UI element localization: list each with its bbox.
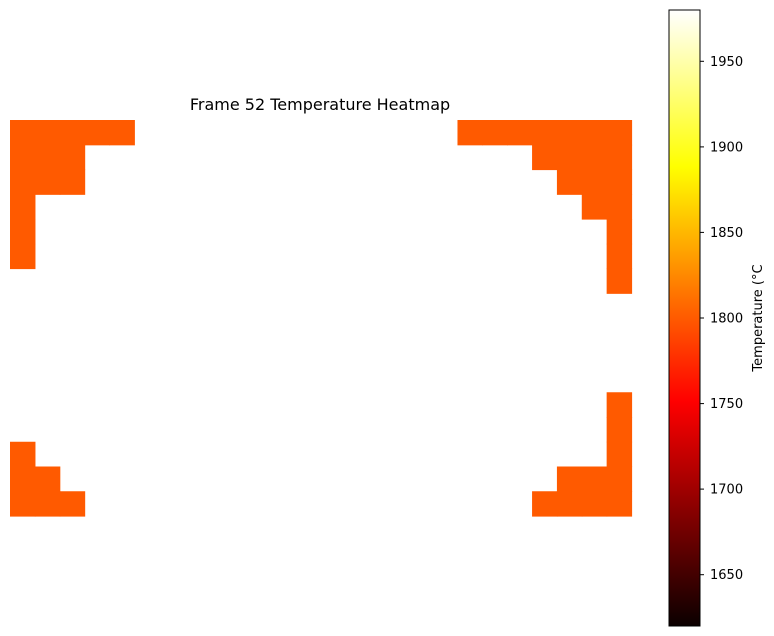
heatmap-cell xyxy=(10,441,36,468)
heatmap-cell xyxy=(606,243,633,270)
heatmap-cell xyxy=(532,144,558,171)
heatmap-cell xyxy=(581,466,608,492)
heatmap-cell xyxy=(10,144,36,171)
heatmap-cell xyxy=(10,491,36,517)
heatmap-cell xyxy=(606,392,633,418)
heatmap-cell xyxy=(581,120,608,146)
colorbar-tick-label: 1900 xyxy=(710,140,743,155)
heatmap-cell xyxy=(109,120,135,146)
heatmap-cell xyxy=(606,144,633,171)
heatmap-cell xyxy=(606,417,633,443)
heatmap-cell xyxy=(581,144,608,171)
heatmap-cell xyxy=(34,144,61,171)
heatmap-cell xyxy=(34,491,61,517)
heatmap-cell xyxy=(606,169,633,195)
colorbar-tick-label: 1950 xyxy=(710,55,743,70)
heatmap-cell xyxy=(10,169,36,195)
heatmap-cell xyxy=(59,120,86,146)
colorbar: 1650 1700 1750 1800 1850 1900 1950 Temperature… xyxy=(668,9,766,627)
heatmap-cell xyxy=(606,466,633,492)
colorbar-tick-label: 1850 xyxy=(710,226,743,241)
colorbar-tick-label: 1650 xyxy=(710,568,743,583)
heatmap-cell xyxy=(532,491,558,517)
heatmap-cells xyxy=(10,120,633,517)
heatmap-cell xyxy=(581,194,608,220)
colorbar-gradient xyxy=(668,9,701,627)
heatmap-cell xyxy=(606,194,633,220)
heatmap-cell xyxy=(84,120,111,146)
heatmap-cell xyxy=(59,144,86,171)
heatmap-cell xyxy=(10,194,36,220)
heatmap-cell xyxy=(10,243,36,270)
heatmap-cell xyxy=(556,144,583,171)
heatmap-cell xyxy=(556,466,583,492)
heatmap-cell xyxy=(10,219,36,245)
heatmap-cell xyxy=(10,120,36,146)
colorbar-tick-label: 1800 xyxy=(710,312,743,327)
heatmap-cell xyxy=(556,491,583,517)
heatmap-cell xyxy=(34,169,61,195)
heatmap-cell xyxy=(606,491,633,517)
heatmap-cell xyxy=(34,120,61,146)
heatmap-cell xyxy=(606,268,633,294)
heatmap-cell xyxy=(10,466,36,492)
colorbar-ticks: 1650 1700 1750 1800 1850 1900 1950 xyxy=(700,55,743,583)
heatmap-cell xyxy=(59,169,86,195)
heatmap-cell xyxy=(581,169,608,195)
heatmap-cell xyxy=(507,120,533,146)
chart-title: Frame 52 Temperature Heatmap xyxy=(190,95,450,114)
heatmap-cell xyxy=(606,441,633,468)
heatmap-cell xyxy=(532,120,558,146)
colorbar-tick-label: 1750 xyxy=(710,397,743,412)
heatmap-cell xyxy=(457,120,483,146)
heatmap-cell xyxy=(606,219,633,245)
colorbar-label: Temperature (°C xyxy=(751,264,766,372)
heatmap-cell xyxy=(34,466,61,492)
heatmap-cell xyxy=(556,120,583,146)
colorbar-tick-label: 1700 xyxy=(710,483,743,498)
heatmap-cell xyxy=(59,491,86,517)
heatmap-cell xyxy=(556,169,583,195)
heatmap-cell xyxy=(606,120,633,146)
heatmap-cell xyxy=(581,491,608,517)
heatmap-cell xyxy=(482,120,508,146)
